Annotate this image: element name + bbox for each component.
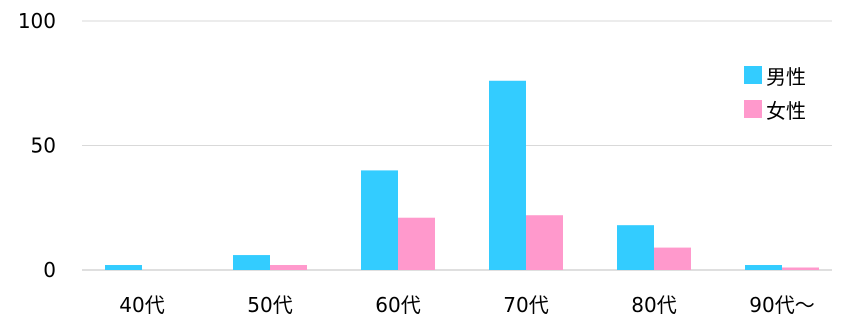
x-tick-label: 40代 — [119, 293, 164, 317]
legend: 男性 女性 — [744, 58, 806, 126]
x-tick-label: 50代 — [247, 293, 292, 317]
x-tick-label: 60代 — [375, 293, 420, 317]
bar-female — [398, 217, 435, 270]
legend-label-female: 女性 — [766, 98, 806, 123]
legend-label-male: 男性 — [766, 64, 806, 89]
bar-male — [105, 265, 142, 270]
bar-male — [233, 255, 270, 270]
x-tick-label: 70代 — [503, 293, 548, 317]
bar-female — [654, 247, 691, 270]
x-tick-label: 90代～ — [749, 293, 814, 317]
legend-item-female: 女性 — [744, 92, 806, 126]
bar-female — [782, 267, 819, 270]
bar-male — [617, 225, 654, 270]
bar-male — [745, 265, 782, 270]
legend-item-male: 男性 — [744, 58, 806, 92]
y-tick-label: 100 — [18, 9, 56, 33]
y-tick-label: 0 — [43, 258, 56, 282]
gridlines — [82, 20, 832, 271]
bar-male — [361, 170, 398, 270]
x-axis-ticks: 40代 50代 60代 70代 80代 90代～ — [119, 293, 814, 317]
legend-swatch-female — [744, 100, 762, 118]
y-tick-label: 50 — [31, 134, 56, 158]
bars — [105, 80, 819, 270]
x-tick-label: 80代 — [631, 293, 676, 317]
legend-swatch-male — [744, 66, 762, 84]
bar-male — [489, 80, 526, 270]
bar-female — [270, 265, 307, 270]
bar-female — [526, 215, 563, 270]
y-axis-ticks: 0 50 100 — [18, 9, 56, 282]
